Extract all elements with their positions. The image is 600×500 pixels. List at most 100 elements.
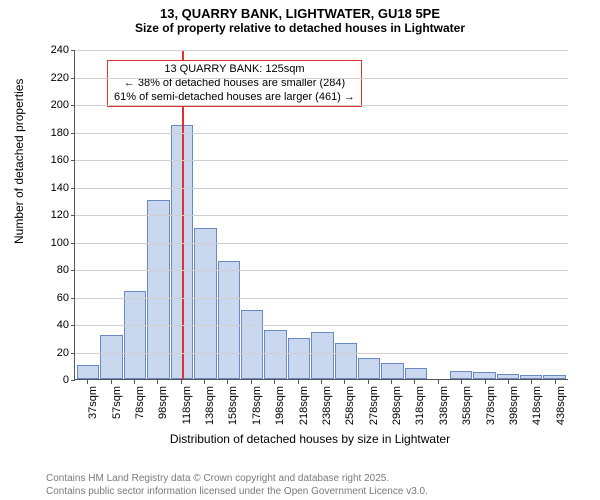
gridline [75, 353, 568, 354]
x-tick-mark [227, 380, 228, 384]
histogram-bar [264, 330, 286, 380]
y-tick-label: 120 [51, 209, 69, 221]
gridline [75, 215, 568, 216]
x-tick-label: 218sqm [298, 386, 310, 425]
x-tick-label: 258sqm [344, 386, 356, 425]
gridline [75, 270, 568, 271]
x-tick-mark [134, 380, 135, 384]
gridline [75, 243, 568, 244]
y-tick-label: 160 [51, 154, 69, 166]
y-tick-label: 100 [51, 237, 69, 249]
annotation-box: 13 QUARRY BANK: 125sqm ← 38% of detached… [107, 60, 362, 107]
x-tick-label: 198sqm [274, 386, 286, 425]
x-tick-mark [204, 380, 205, 384]
x-tick: 338sqm [427, 382, 449, 434]
histogram-bar [311, 332, 333, 379]
x-axis-label: Distribution of detached houses by size … [40, 432, 580, 446]
gridline [75, 50, 568, 51]
x-tick: 57sqm [99, 382, 121, 434]
x-tick-label: 278sqm [368, 386, 380, 425]
y-tick-mark [71, 105, 75, 106]
y-tick-mark [71, 78, 75, 79]
x-tick: 318sqm [403, 382, 425, 434]
y-tick-mark [71, 298, 75, 299]
y-tick-label: 80 [57, 264, 69, 276]
x-tick: 158sqm [216, 382, 238, 434]
annotation-line: ← 38% of detached houses are smaller (28… [114, 77, 355, 91]
x-ticks-group: 37sqm57sqm78sqm98sqm118sqm138sqm158sqm17… [74, 382, 568, 434]
x-tick-label: 398sqm [508, 386, 520, 425]
y-tick-mark [71, 353, 75, 354]
footer-line: Contains HM Land Registry data © Crown c… [46, 473, 428, 486]
x-tick: 118sqm [170, 382, 192, 434]
x-tick-label: 298sqm [391, 386, 403, 425]
histogram-bar [100, 335, 122, 379]
x-tick-label: 37sqm [87, 386, 99, 419]
y-tick-label: 200 [51, 99, 69, 111]
x-tick: 37sqm [76, 382, 98, 434]
x-tick-label: 98sqm [157, 386, 169, 419]
histogram-bar [77, 365, 99, 379]
gridline [75, 78, 568, 79]
histogram-bar [241, 310, 263, 379]
gridline [75, 188, 568, 189]
x-tick-mark [391, 380, 392, 384]
x-tick-mark [251, 380, 252, 384]
x-tick-label: 158sqm [227, 386, 239, 425]
x-tick-mark [111, 380, 112, 384]
y-axis-label: Number of detached properties [12, 79, 26, 244]
y-tick-mark [71, 270, 75, 271]
y-tick-label: 180 [51, 127, 69, 139]
y-tick-mark [71, 243, 75, 244]
gridline [75, 325, 568, 326]
x-tick: 378sqm [473, 382, 495, 434]
x-tick-mark [157, 380, 158, 384]
gridline [75, 160, 568, 161]
x-tick: 98sqm [146, 382, 168, 434]
y-tick-mark [71, 215, 75, 216]
histogram-bar [288, 338, 310, 379]
x-tick: 438sqm [544, 382, 566, 434]
y-tick-label: 140 [51, 182, 69, 194]
x-tick-mark [414, 380, 415, 384]
x-tick-label: 318sqm [414, 386, 426, 425]
x-tick-mark [485, 380, 486, 384]
x-tick-mark [181, 380, 182, 384]
histogram-bar [405, 368, 427, 379]
gridline [75, 105, 568, 106]
histogram-bar [381, 363, 403, 380]
histogram-bar [194, 228, 216, 379]
x-tick-label: 338sqm [438, 386, 450, 425]
plot-area: 13 QUARRY BANK: 125sqm ← 38% of detached… [74, 50, 568, 380]
footer-line: Contains public sector information licen… [46, 486, 428, 499]
histogram-bar [473, 372, 495, 379]
annotation-line: 61% of semi-detached houses are larger (… [114, 91, 355, 105]
y-tick-mark [71, 325, 75, 326]
y-tick-mark [71, 50, 75, 51]
y-tick-label: 60 [57, 292, 69, 304]
histogram-bar [335, 343, 357, 379]
x-tick: 398sqm [497, 382, 519, 434]
chart-title-main: 13, QUARRY BANK, LIGHTWATER, GU18 5PE [0, 6, 600, 21]
y-tick-mark [71, 380, 75, 381]
y-tick-label: 220 [51, 72, 69, 84]
x-tick: 358sqm [450, 382, 472, 434]
annotation-line: 13 QUARRY BANK: 125sqm [114, 63, 355, 77]
histogram-bar [358, 358, 380, 379]
x-tick: 298sqm [380, 382, 402, 434]
x-tick-label: 238sqm [321, 386, 333, 425]
x-tick: 418sqm [520, 382, 542, 434]
x-tick-mark [368, 380, 369, 384]
x-tick-label: 178sqm [251, 386, 263, 425]
x-tick-mark [531, 380, 532, 384]
x-tick-label: 57sqm [111, 386, 123, 419]
x-tick-label: 418sqm [531, 386, 543, 425]
histogram-bar [520, 375, 542, 379]
x-tick: 278sqm [357, 382, 379, 434]
x-tick-mark [555, 380, 556, 384]
x-tick: 238sqm [310, 382, 332, 434]
y-tick-mark [71, 160, 75, 161]
x-tick-mark [461, 380, 462, 384]
x-tick: 258sqm [333, 382, 355, 434]
x-tick-mark [274, 380, 275, 384]
